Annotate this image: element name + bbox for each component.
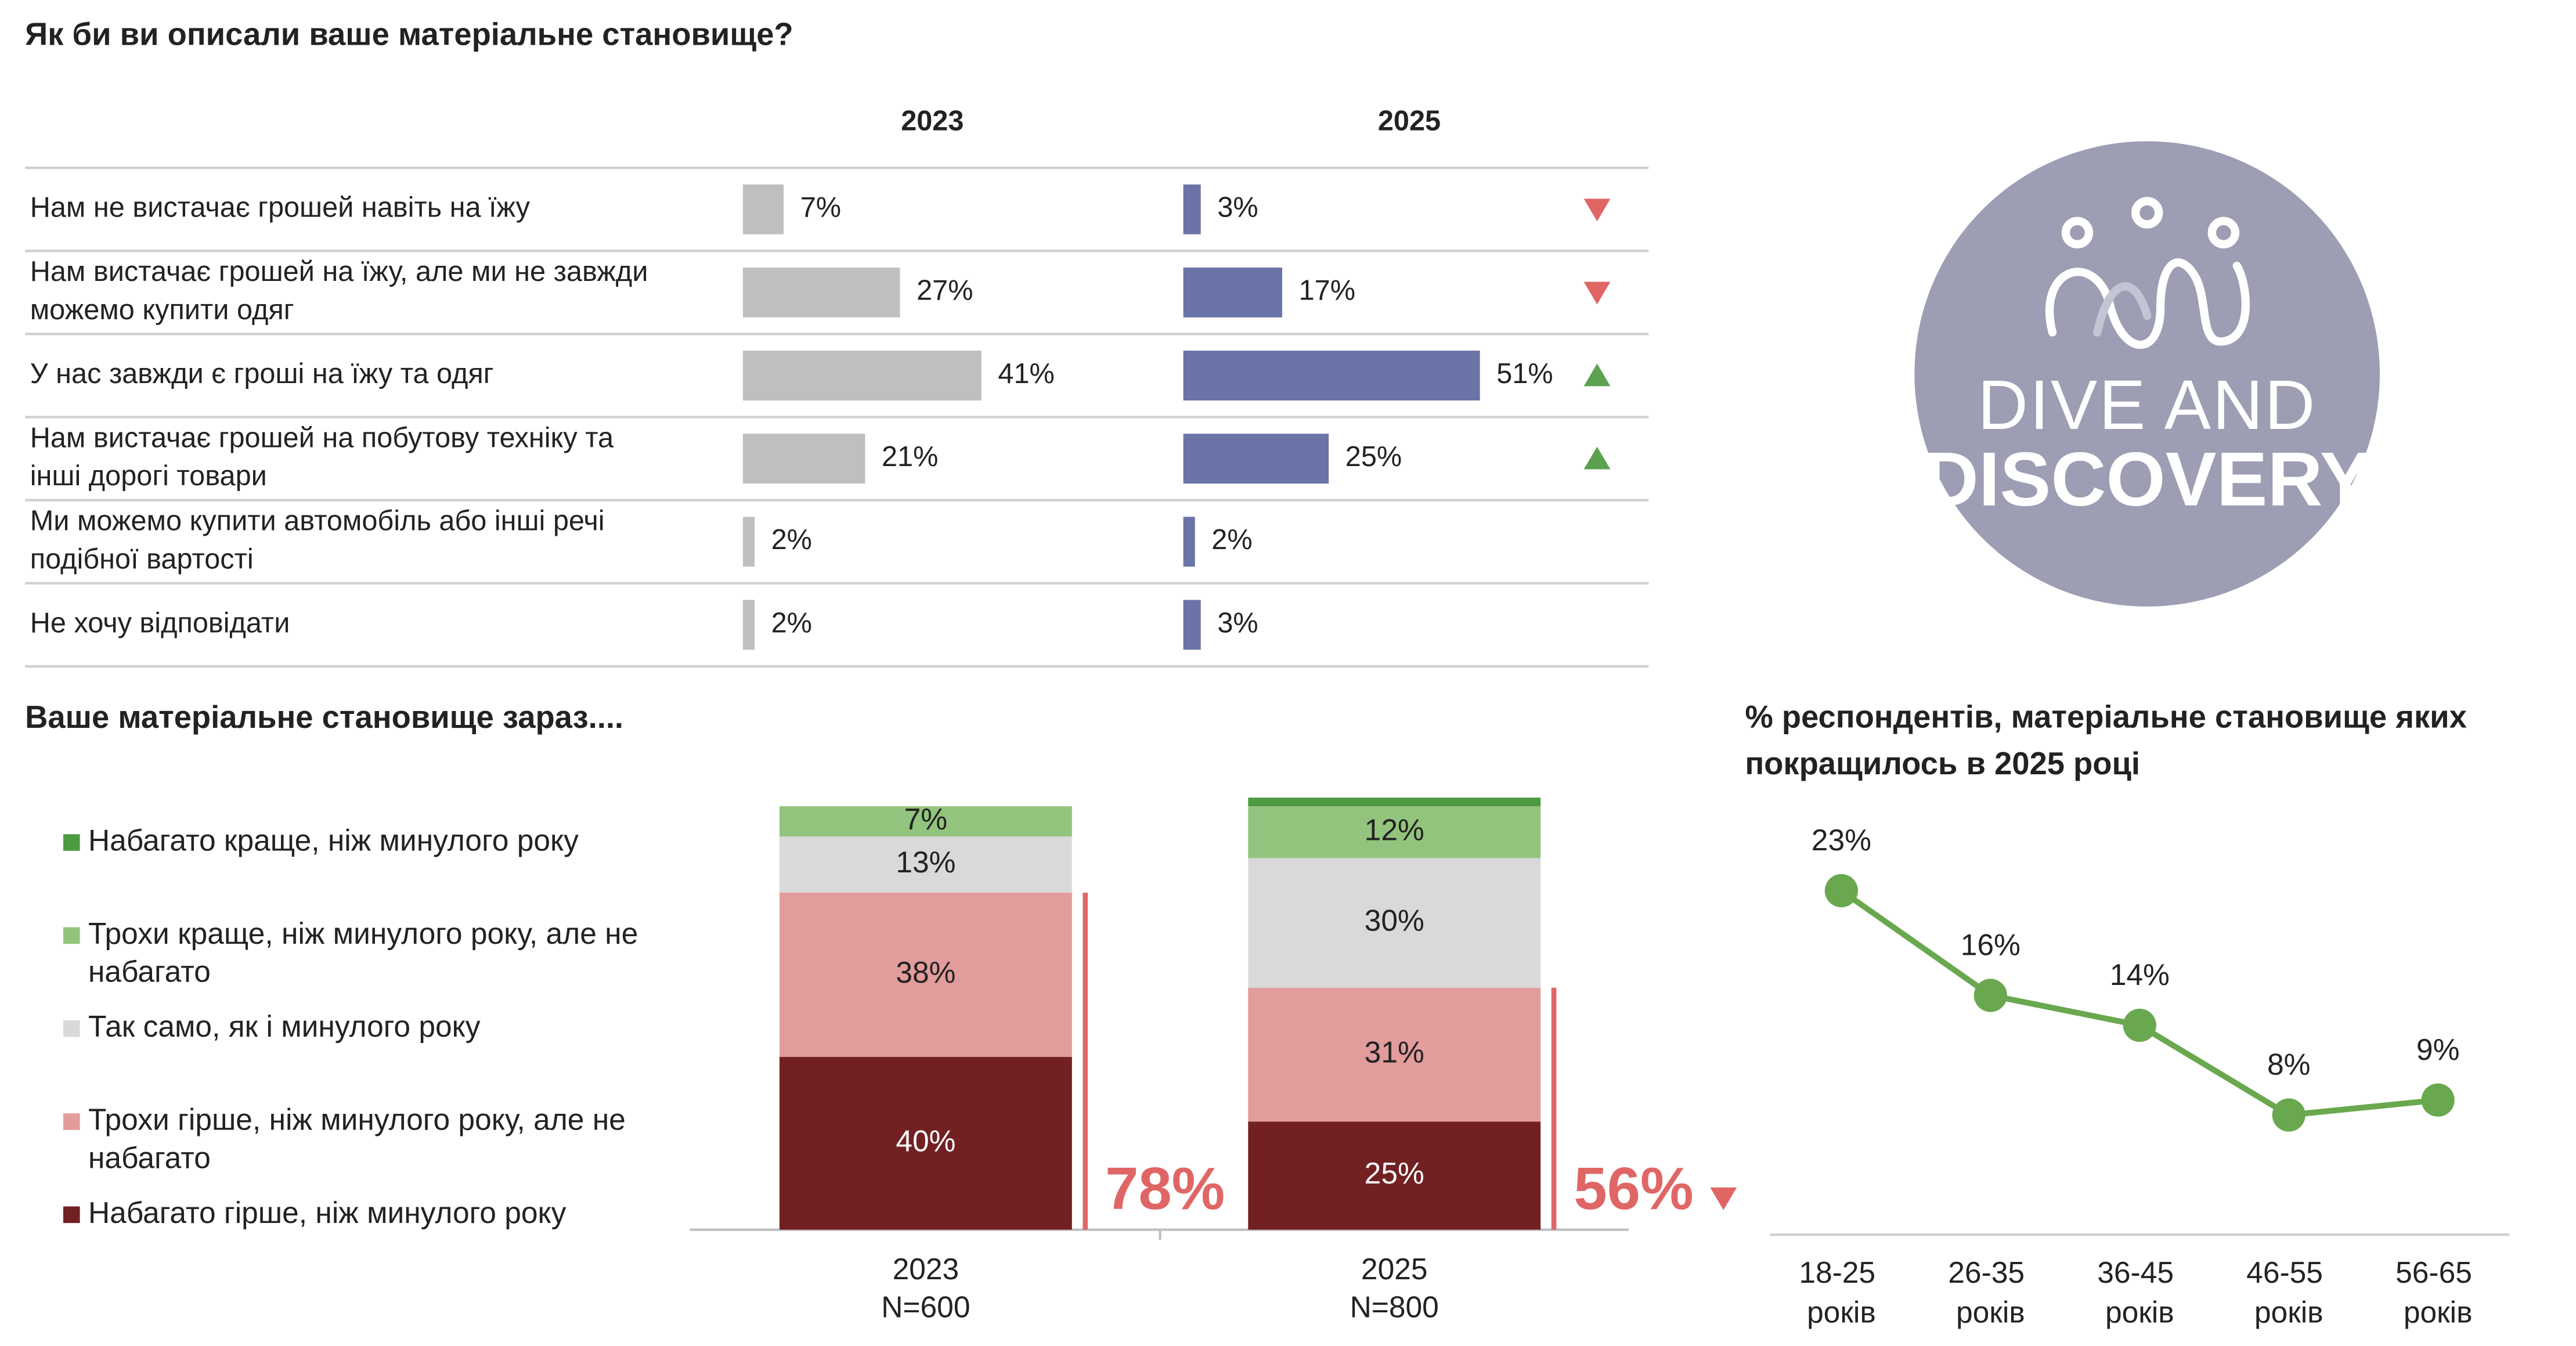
bar	[1183, 267, 1282, 317]
point	[1824, 874, 1858, 908]
value-label: 7%	[904, 802, 947, 836]
bar	[742, 600, 755, 650]
x-tick-note: N=600	[881, 1290, 970, 1324]
point	[1974, 979, 2007, 1012]
column-header: 2025	[1378, 106, 1441, 137]
bar	[1183, 184, 1201, 234]
logo-circle	[1914, 141, 2380, 607]
legend-marker	[63, 1206, 80, 1224]
value-label: 30%	[1365, 904, 1424, 937]
bar	[1183, 434, 1329, 484]
trend-arrow	[1583, 446, 1611, 470]
logo-text: DISCOVERY	[1924, 436, 2371, 522]
bar-segment	[779, 1056, 1072, 1230]
bar-segment	[1248, 858, 1541, 988]
point	[2123, 1008, 2156, 1042]
row-label: У нас завжди є гроші на їжу та одяг	[30, 358, 494, 389]
row-label: Не хочу відповідати	[30, 607, 290, 638]
trend-arrow	[1710, 1187, 1737, 1210]
value-label: 25%	[1365, 1156, 1424, 1190]
row-label: Нам вистачає грошей на їжу, але ми не за…	[30, 256, 656, 326]
bar-segment	[779, 892, 1072, 1057]
value-label: 21%	[882, 441, 938, 472]
value-label: 3%	[1217, 192, 1258, 223]
bar	[742, 267, 900, 317]
x-tick-label: 26-35 років	[1948, 1255, 2033, 1329]
legend-label: Трохи гірше, ніж минулого року, але не н…	[88, 1102, 634, 1174]
bar	[742, 434, 865, 484]
total-label: 78%	[1105, 1155, 1225, 1222]
value-label: 40%	[896, 1124, 955, 1157]
value-label: 31%	[1365, 1035, 1424, 1069]
row-label: Ми можемо купити автомобіль або інші реч…	[30, 505, 612, 575]
bar-segment	[1248, 806, 1541, 858]
value-label: 12%	[1365, 813, 1424, 846]
value-label: 2%	[1211, 524, 1252, 555]
value-label: 38%	[896, 955, 955, 989]
value-label: 2%	[771, 607, 812, 638]
value-label: 8%	[2267, 1048, 2310, 1081]
bar-segment	[1248, 987, 1541, 1122]
bar-segment	[1248, 798, 1541, 807]
bar-segment	[779, 806, 1072, 837]
bar	[742, 351, 982, 400]
trend-arrow	[1583, 363, 1611, 387]
value-label: 14%	[2110, 958, 2170, 991]
bar	[742, 184, 784, 234]
value-label: 13%	[896, 845, 955, 879]
chart-title: Ваше матеріальне становище зараз....	[25, 699, 623, 735]
bar-segment	[779, 836, 1072, 893]
legend-marker	[63, 927, 80, 944]
logo-icon	[2045, 197, 2250, 349]
row-label: Нам не вистачає грошей навіть на їжу	[30, 192, 531, 223]
value-label: 41%	[998, 358, 1054, 389]
point	[2272, 1098, 2306, 1132]
trend-arrow	[1583, 282, 1611, 305]
total-label: 56%	[1574, 1155, 1693, 1222]
logo-text: DIVE AND	[1978, 366, 2317, 444]
legend-label: Набагато краще, ніж минулого року	[88, 823, 579, 857]
trend-arrow	[1583, 199, 1611, 222]
value-label: 9%	[2416, 1033, 2459, 1066]
logo: DIVE AND DISCOVERY	[1914, 141, 2380, 607]
value-label: 27%	[917, 275, 973, 306]
point	[2421, 1083, 2455, 1117]
value-label: 7%	[800, 192, 841, 223]
legend-label: Трохи краще, ніж минулого року, але не н…	[88, 916, 647, 988]
chart-title: % респондентів, матеріальне становище як…	[1745, 699, 2476, 781]
x-tick-label: 36-45 років	[2097, 1255, 2182, 1329]
row-label: Нам вистачає грошей на побутову техніку …	[30, 422, 622, 492]
value-label: 17%	[1299, 275, 1355, 306]
value-label: 16%	[1961, 928, 2021, 961]
value-label: 51%	[1496, 358, 1553, 389]
legend-label: Набагато гірше, ніж минулого року	[88, 1195, 567, 1229]
value-label: 2%	[771, 524, 812, 555]
value-label: 23%	[1812, 823, 1871, 857]
legend-label: Так само, як і минулого року	[88, 1009, 481, 1043]
x-tick-label: 46-55 років	[2246, 1255, 2331, 1329]
x-tick-label: 56-65 років	[2395, 1255, 2480, 1329]
legend-marker	[63, 834, 80, 851]
x-tick-label: 18-25 років	[1799, 1255, 1884, 1329]
bar	[1183, 517, 1195, 567]
legend-marker	[63, 1113, 80, 1130]
chart-title: Як би ви описали ваше матеріальне станов…	[25, 16, 793, 52]
bar	[1183, 600, 1201, 650]
bar-segment	[1248, 1121, 1541, 1230]
column-header: 2023	[901, 106, 964, 137]
x-tick-note: N=800	[1350, 1290, 1439, 1324]
legend-marker	[63, 1020, 80, 1037]
bar	[742, 517, 755, 567]
x-tick-label: 2023	[893, 1252, 959, 1286]
value-label: 25%	[1345, 441, 1402, 472]
x-tick-label: 2025	[1361, 1252, 1428, 1286]
value-label: 3%	[1217, 607, 1258, 638]
bar	[1183, 351, 1480, 400]
